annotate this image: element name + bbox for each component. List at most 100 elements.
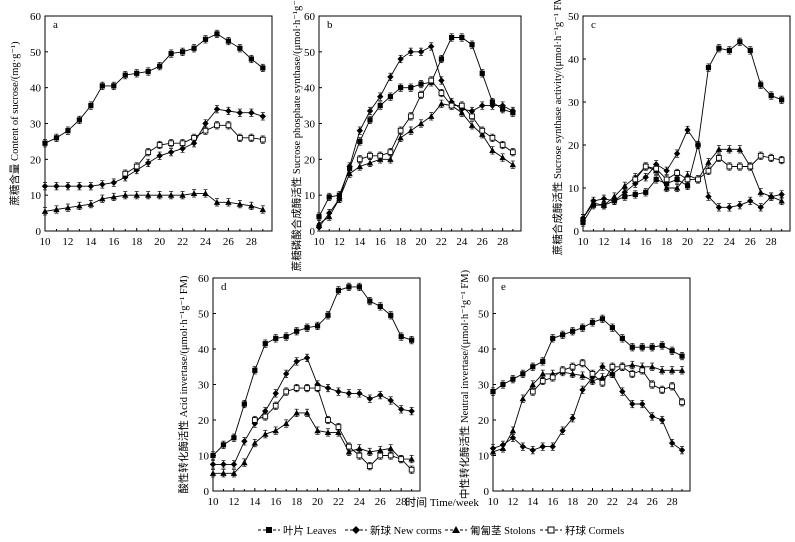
y-axis-label: 中性转化酶活性 Neutral invertase/(μmol·h⁻¹g⁻¹ F… [458, 269, 471, 499]
panel-c-filled-diamond-point-19 [778, 191, 785, 198]
panel-b-filled-square-point-16 [479, 70, 485, 76]
panel-d-filled-diamond-point-1 [220, 461, 227, 468]
plot-frame [582, 15, 791, 232]
panel-a-filled-triangle-point-13 [190, 190, 198, 196]
series-line [318, 37, 513, 217]
y-tick-label: 40 [30, 83, 42, 95]
panel-e-filled-triangle-point-18 [668, 367, 676, 373]
panel-a-open-square-point-11 [168, 140, 174, 147]
panel-a-filled-square-point-15 [214, 31, 220, 37]
x-tick-label: 14 [619, 236, 631, 248]
panel-c-open-square-point-15 [736, 163, 743, 170]
panel-b-filled-diamond-point-19 [509, 107, 517, 115]
series-filled-square [42, 29, 266, 148]
y-tick-label: 10 [30, 190, 42, 202]
panel-a-filled-triangle-point-10 [156, 191, 163, 198]
panel-c-filled-diamond-point-8 [663, 167, 670, 174]
panel-c-filled-triangle-point-3 [611, 193, 618, 200]
panel-e-filled-diamond-point-18 [668, 439, 676, 447]
panel-b-filled-diamond-point-4 [356, 127, 364, 134]
panel-e-open-square-point-5 [539, 378, 546, 384]
series-filled-diamond [209, 353, 415, 469]
y-tick-label: 60 [198, 273, 210, 285]
panel-a-filled-diamond-point-0 [41, 183, 49, 190]
panel-e-filled-square-point-13 [619, 335, 625, 341]
panel-d-filled-triangle-point-9 [303, 409, 311, 416]
panel-c-filled-triangle-point-14 [726, 146, 733, 152]
panel-b-open-square-point-16 [479, 127, 486, 134]
panel-d-filled-diamond-point-15 [366, 395, 374, 402]
x-tick-label: 14 [527, 496, 539, 508]
panel-a-filled-triangle-point-15 [213, 199, 221, 205]
panel-c-filled-diamond-point-4 [621, 189, 629, 196]
panel-e-filled-square-point-12 [609, 325, 615, 331]
panel-d-filled-triangle-point-13 [345, 448, 353, 455]
panel-b-filled-diamond-point-16 [479, 102, 486, 109]
panel-d-filled-square-point-10 [314, 323, 321, 329]
panel-a-filled-square-point-4 [88, 102, 94, 109]
panel-e-filled-triangle-point-14 [629, 361, 636, 368]
panel-b-filled-triangle-point-9 [407, 127, 415, 134]
panel-d-open-square-point-19 [408, 466, 415, 473]
x-tick-label: 20 [682, 236, 694, 248]
panel-d-filled-diamond-point-11 [324, 384, 332, 392]
panel-a-filled-square-point-17 [237, 45, 243, 51]
panel-b-open-square-point-13 [448, 102, 455, 109]
panel-d-open-square-point-12 [335, 424, 342, 430]
panel-e-filled-square-point-2 [510, 376, 516, 382]
y-tick-label: 30 [568, 97, 580, 109]
series-filled-triangle [209, 408, 415, 478]
panel-d-filled-triangle-point-16 [377, 446, 384, 453]
panel-d-open-square-point-8 [293, 385, 300, 391]
series-filled-square [580, 37, 785, 227]
panel-b-filled-diamond-point-3 [346, 163, 353, 170]
panel-c-filled-triangle-point-1 [590, 199, 597, 206]
panel-d-filled-diamond-point-13 [345, 390, 353, 397]
panel-c-filled-square-point-12 [705, 65, 712, 71]
panel-d-filled-square-point-14 [356, 284, 362, 290]
panel-a-filled-triangle-point-18 [248, 202, 255, 209]
panel-a-filled-square-point-13 [191, 45, 197, 51]
panel-a-filled-diamond-point-19 [259, 113, 267, 120]
panel-c-open-square-point-19 [778, 157, 785, 163]
series-filled-diamond [489, 362, 686, 455]
y-tick-label: 60 [30, 11, 42, 23]
panel-b-filled-square-point-13 [449, 34, 455, 41]
x-tick-label: 28 [497, 236, 509, 248]
panel-e-filled-triangle-point-10 [589, 377, 596, 384]
panel-c-open-square-point-18 [768, 155, 775, 161]
panel-c-filled-square-point-18 [768, 92, 774, 99]
panel-b-open-square-point-19 [509, 149, 516, 156]
panel-b-open-square-point-14 [458, 102, 465, 109]
panel-c-filled-square-point-17 [758, 82, 764, 88]
x-tick-label: 26 [375, 496, 387, 508]
legend-label-leaves: 叶片 Leaves [283, 524, 336, 537]
panel-d-filled-triangle-point-3 [241, 459, 248, 466]
x-tick-label: 22 [607, 496, 618, 508]
panel-a-filled-square-point-12 [179, 49, 186, 55]
y-tick-label: 30 [304, 119, 316, 131]
series-open-square [251, 384, 415, 474]
panel-e-filled-diamond-point-14 [629, 400, 636, 408]
panel-b-filled-triangle-point-3 [346, 170, 353, 177]
panel-b-open-square-point-17 [489, 134, 496, 141]
panel-e-open-square-point-8 [569, 363, 576, 370]
panel-e-filled-triangle-point-16 [648, 363, 656, 370]
panel-e-open-square-point-7 [559, 367, 566, 374]
panel-d-filled-diamond-point-17 [387, 397, 394, 404]
panel-c-filled-triangle-point-8 [663, 184, 670, 191]
panel-d-filled-square-point-1 [220, 442, 227, 448]
y-tick-label: 0 [574, 226, 580, 238]
series-line [213, 357, 412, 465]
legend: 叶片 Leaves 新球 New corms 匍匐茎 Stolons 籽球 Co… [258, 524, 624, 537]
panel-c-open-square-point-6 [642, 163, 649, 170]
panel-a-filled-diamond-point-5 [99, 181, 106, 188]
panel-e-filled-square-point-5 [540, 358, 546, 365]
panel-c-open-square-point-13 [716, 155, 722, 161]
panel-b-filled-square-point-7 [387, 94, 394, 100]
panel-a-open-square-point-14 [202, 127, 209, 134]
panel-d-filled-triangle-point-10 [314, 427, 321, 434]
